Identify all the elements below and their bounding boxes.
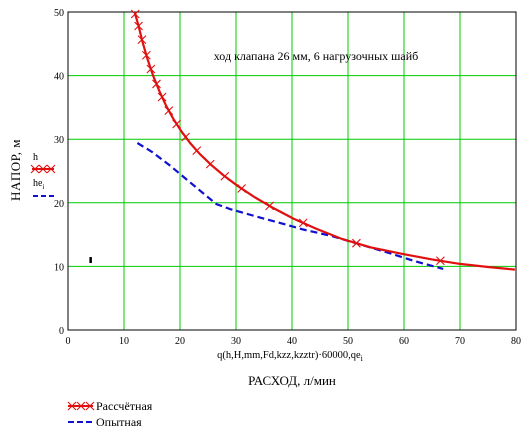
series-line-exp (136, 142, 444, 270)
legend-calc-label: Рассчётная (96, 399, 153, 413)
tick-labels: 0 10 20 30 40 50 60 70 80 0 10 20 30 40 50 (54, 8, 521, 347)
chart-annotation: ход клапана 26 мм, 6 нагрузочных шайб (214, 49, 418, 63)
series-marker-calc (181, 132, 190, 142)
y-tick-label: 30 (54, 135, 64, 146)
series-marker-calc (137, 35, 147, 45)
legend-item-exp: Опытная (68, 415, 142, 429)
y-tick-label: 0 (59, 326, 64, 337)
y-var-exp-text: he (33, 178, 43, 189)
series-layer (89, 9, 516, 271)
legend-item-calc: Рассчётная (67, 399, 153, 413)
series-marker-calc (134, 21, 143, 31)
y-var-calc-marker (30, 164, 40, 174)
x-axis-label: РАСХОД, л/мин (248, 373, 336, 388)
x-expression-label: q(h,H,mm,Fd,kzz,kzztr)·60000,qei (217, 350, 363, 363)
series-marker-calc (205, 159, 215, 169)
legend-exp-label: Опытная (96, 415, 142, 429)
y-var-calc-swatch (30, 164, 56, 174)
y-var-calc-marker (46, 164, 56, 174)
y-tick-label: 50 (54, 8, 64, 19)
series-marker-calc (146, 64, 156, 74)
series-marker-calc (172, 119, 182, 129)
legend-calc-swatch (67, 401, 95, 411)
chart-grid (68, 12, 516, 330)
x-tick-label: 70 (455, 336, 465, 347)
x-tick-label: 10 (119, 336, 129, 347)
series-marker-calc (436, 256, 445, 266)
x-tick-label: 0 (66, 336, 71, 347)
x-expression-subscript: i (361, 354, 364, 363)
x-tick-label: 60 (399, 336, 409, 347)
series-marker-calc (142, 50, 151, 60)
series-marker-calc (237, 184, 246, 193)
x-tick-label: 30 (231, 336, 241, 347)
y-var-exp-label: hei (33, 178, 44, 191)
series-marker-calc (130, 9, 140, 19)
series-marker-calc (192, 146, 202, 156)
x-tick-label: 40 (287, 336, 297, 347)
x-tick-label: 50 (343, 336, 353, 347)
y-var-calc-marker (38, 164, 48, 174)
series-marker-calc (265, 201, 274, 211)
x-expression-text: q(h,H,mm,Fd,kzz,kzztr)·60000,qe (217, 350, 361, 361)
y-tick-label: 40 (54, 72, 64, 83)
legend-calc-marker (67, 401, 77, 411)
y-var-exp-subscript: i (42, 183, 44, 191)
series-marker-calc (157, 92, 167, 102)
stray-mark (89, 257, 92, 264)
series-marker-calc (220, 171, 230, 181)
x-tick-label: 80 (511, 336, 521, 347)
series-marker-calc (164, 106, 174, 116)
legend-calc-marker (85, 401, 95, 411)
y-axis-label: НАПОР, м (8, 139, 23, 201)
y-tick-label: 10 (54, 262, 64, 273)
legend: Рассчётная Опытная (67, 399, 153, 429)
plot-frame (67, 11, 517, 331)
y-tick-label: 20 (54, 199, 64, 210)
legend-calc-marker (76, 401, 86, 411)
series-marker-calc (298, 218, 308, 228)
series-marker-calc (152, 79, 161, 89)
series-marker-calc (352, 238, 361, 248)
y-var-calc-label: h (33, 152, 38, 163)
x-tick-label: 20 (175, 336, 185, 347)
